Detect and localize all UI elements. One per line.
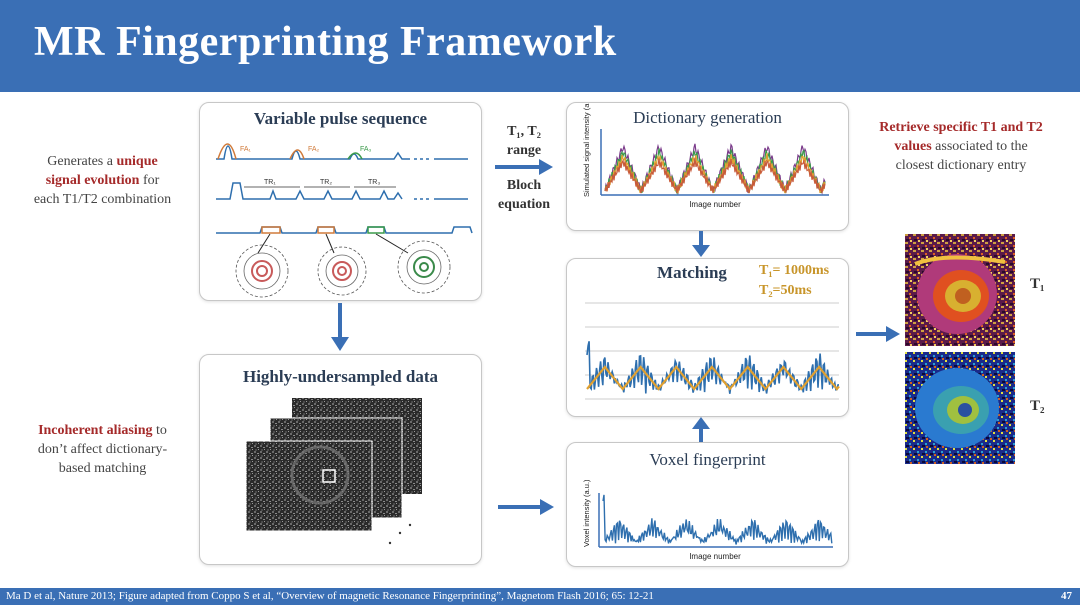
arrow-right-icon [498, 499, 554, 515]
arrow-up-icon [692, 417, 710, 444]
pulse-sequence-panel: Variable pulse sequence FA₁ FA₂ FA₃ TR₁ … [199, 102, 482, 301]
panel-title: Voxel fingerprint [649, 450, 766, 469]
bloch-equation-label: Bloch equation [488, 176, 560, 214]
dictionary-generation-panel: Dictionary generation Simulated signal i… [566, 102, 849, 231]
note-text: each T1/T2 combination [33, 192, 172, 207]
x-axis-label: Image number [689, 552, 741, 561]
arrow-right-icon [495, 159, 553, 175]
trajectory-spiral [397, 240, 451, 294]
range-label-line: range [506, 143, 542, 158]
matching-panel: Matching T₁= 1000ms T₂=50ms [566, 258, 849, 417]
bloch-label-line: equation [497, 197, 551, 212]
footer-bar: Ma D et al, Nature 2013; Figure adapted … [0, 588, 1080, 605]
note-text: closest dictionary entry [895, 158, 1027, 173]
tr-label: TR₂ [320, 179, 332, 186]
tr-label: TR₁ [264, 179, 276, 186]
panel-title: Highly-undersampled data [242, 367, 439, 386]
citation-text: Ma D et al, Nature 2013; Figure adapted … [6, 590, 654, 602]
note-signal-evolution: Generates a unique signal evolution for … [10, 152, 195, 209]
dictionary-plot: Simulated signal intensity (a.u.) Image … [582, 103, 829, 209]
note-highlight: signal evolution [45, 173, 140, 188]
t2-match-value: T₂=50ms [759, 283, 812, 298]
t1-match-value: T₁= 1000ms [759, 263, 830, 278]
y-axis-label: Voxel intensity (a.u.) [582, 479, 591, 547]
undersampled-data-panel: Highly-undersampled data [199, 354, 482, 565]
note-text: associated to the [931, 139, 1028, 154]
bloch-label-line: Bloch [506, 178, 542, 193]
note-incoherent-aliasing: Incoherent aliasing to don’t affect dict… [10, 421, 195, 478]
t1-map-label: T₁ [1030, 276, 1045, 292]
panel-title: Matching [657, 263, 727, 282]
t1-t2-range-label: T₁, T₂ range [488, 122, 560, 160]
trajectory-spiral [235, 244, 289, 298]
undersampled-images [245, 398, 422, 545]
note-text: based matching [58, 461, 147, 476]
t2-map-image [905, 352, 1015, 464]
fa-label: FA₂ [308, 146, 320, 153]
fa-label: FA₃ [360, 146, 372, 153]
y-axis-label: Simulated signal intensity (a.u.) [582, 103, 591, 197]
panel-title: Variable pulse sequence [253, 109, 428, 128]
voxel-fingerprint-panel: Voxel fingerprint Voxel intensity (a.u.)… [566, 442, 849, 567]
title-bar: MR Fingerprinting Framework [0, 0, 1080, 92]
trajectory-spiral [317, 246, 367, 296]
t2-map-label: T₂ [1030, 398, 1045, 414]
note-highlight: values [894, 139, 932, 154]
dictionary-curve [604, 157, 826, 194]
note-text: don’t affect dictionary- [37, 442, 168, 457]
tr-label: TR₃ [368, 179, 380, 186]
note-text: for [139, 173, 160, 188]
fa-label: FA₁ [240, 146, 252, 153]
slide-title: MR Fingerprinting Framework [34, 19, 617, 65]
range-label-line: T₁, T₂ [507, 124, 541, 139]
voxel-plot: Voxel intensity (a.u.) Image number [582, 479, 833, 561]
note-highlight: unique [116, 154, 158, 169]
note-retrieve-values: Retrieve specific T1 and T2 values assoc… [856, 118, 1066, 175]
note-highlight: Incoherent aliasing [38, 423, 153, 438]
t1-map-image [905, 234, 1015, 346]
pulse-sequence-diagram: FA₁ FA₂ FA₃ TR₁ TR₂ TR₃ [216, 143, 473, 298]
note-text: Generates a [47, 154, 117, 169]
arrow-down-icon [331, 303, 349, 351]
matching-plot [585, 302, 840, 400]
arrow-down-icon [692, 231, 710, 257]
note-highlight: Retrieve specific T1 and T2 [879, 120, 1043, 135]
page-number: 47 [1061, 590, 1072, 602]
arrow-right-icon [856, 326, 900, 342]
panel-title: Dictionary generation [633, 108, 782, 127]
x-axis-label: Image number [689, 200, 741, 209]
note-text: to [152, 423, 167, 438]
